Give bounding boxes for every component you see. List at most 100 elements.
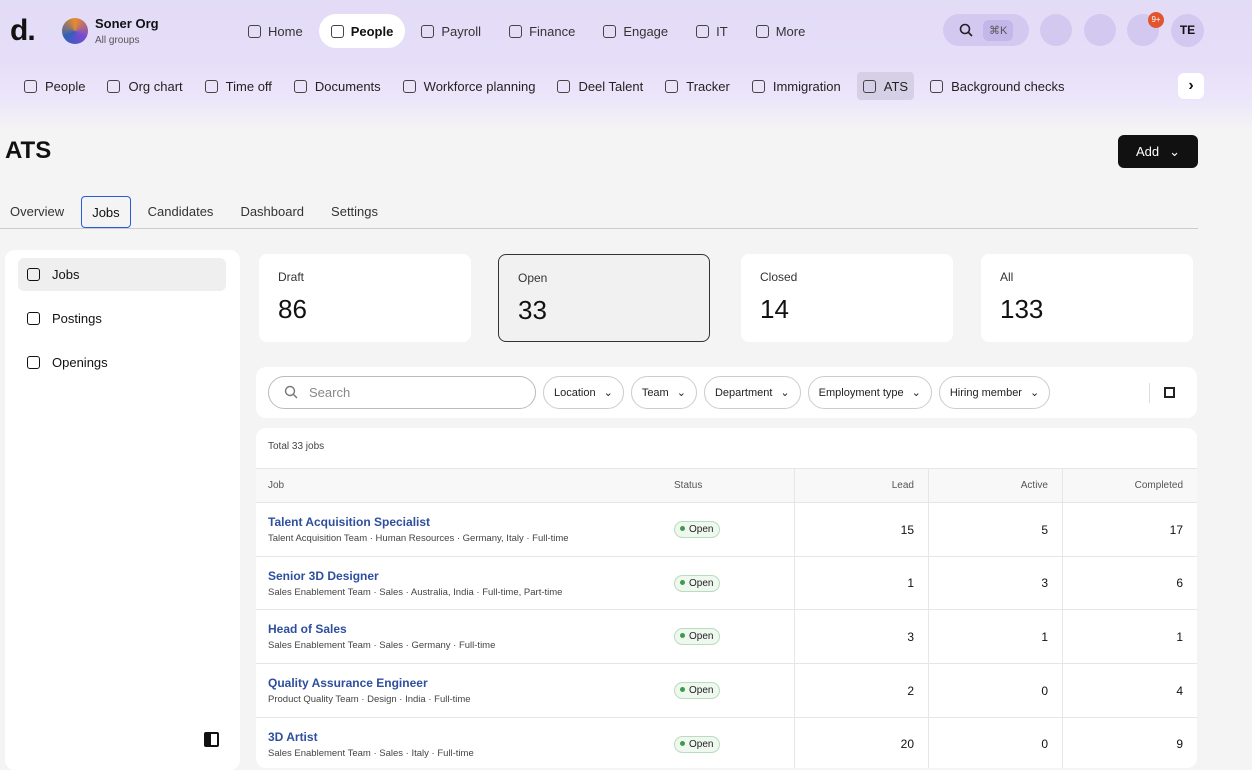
sidebar-label: Openings	[52, 355, 108, 370]
main-nav: Home People Payroll Finance Engage IT More	[236, 14, 817, 48]
column-header[interactable]: Lead	[794, 469, 928, 502]
tabs: Overview Jobs Candidates Dashboard Settings	[0, 196, 1198, 229]
collapse-button[interactable]	[204, 732, 219, 747]
tab[interactable]: Settings	[331, 204, 379, 219]
active-cell: 3	[928, 556, 1062, 610]
sidebar-item[interactable]: Jobs	[18, 258, 226, 291]
icon	[862, 79, 876, 93]
icon	[603, 24, 617, 38]
fullscreen-button[interactable]	[1164, 387, 1175, 398]
column-header[interactable]: Active	[928, 469, 1062, 502]
search-button[interactable]: ⌘K	[943, 14, 1029, 46]
icon	[421, 24, 435, 38]
table-row[interactable]: Talent Acquisition Specialist Talent Acqu…	[256, 502, 1197, 556]
table-header: Job Status Lead Active Completed	[256, 468, 1197, 502]
table-row[interactable]: Quality Assurance Engineer Product Qualit…	[256, 663, 1197, 718]
lead-cell: 15	[794, 503, 928, 556]
filter-button[interactable]: Department ⌄	[703, 376, 801, 409]
table-row[interactable]: 3D Artist Sales Enablement Team · Sales ·…	[256, 716, 1197, 768]
lead-cell: 3	[794, 610, 928, 664]
lead-count: 1	[907, 576, 914, 591]
stat-card[interactable]: Closed 14	[741, 254, 953, 342]
nav-item[interactable]: More	[744, 14, 818, 48]
job-title[interactable]: Senior 3D Designer	[268, 568, 379, 583]
nav-item[interactable]: Payroll	[409, 14, 493, 48]
table-row[interactable]: Senior 3D Designer Sales Enablement Team …	[256, 555, 1197, 610]
job-title[interactable]: 3D Artist	[268, 729, 318, 744]
subnav-item[interactable]: Workforce planning	[397, 72, 542, 100]
settings-button[interactable]	[1040, 14, 1072, 46]
stat-card[interactable]: Open 33	[498, 254, 710, 342]
stat-label: All	[1000, 270, 1014, 284]
divider	[1149, 383, 1150, 403]
search-icon	[959, 23, 973, 37]
subnav-item[interactable]: People	[18, 72, 91, 100]
tab[interactable]: Dashboard	[240, 204, 305, 219]
sidebar-item[interactable]: Postings	[18, 302, 226, 335]
scroll-right[interactable]: ›	[1178, 73, 1204, 99]
subnav-label: Org chart	[128, 78, 183, 94]
subnav-label: Background checks	[951, 78, 1065, 94]
icon	[696, 24, 710, 38]
subnav-item[interactable]: Documents	[288, 72, 387, 100]
subnav-item[interactable]: Immigration	[746, 72, 847, 100]
nav-item[interactable]: Home	[236, 14, 315, 48]
org-icon[interactable]	[62, 18, 88, 44]
job-title[interactable]: Head of Sales	[268, 622, 347, 637]
add-label: Add	[1135, 144, 1160, 159]
subnav-item[interactable]: Org chart	[101, 72, 188, 100]
subnav-item[interactable]: ATS	[856, 72, 915, 100]
nav-item[interactable]: Finance	[497, 14, 587, 48]
add-button[interactable]: Add ⌄	[1118, 135, 1198, 168]
job-cell: Head of Sales Sales Enablement Team · Sal…	[256, 610, 660, 663]
subnav-label: Workforce planning	[423, 78, 536, 94]
filter-button[interactable]: Location ⌄	[543, 376, 624, 409]
column-header[interactable]: Status	[674, 480, 703, 491]
job-title[interactable]: Talent Acquisition Specialist	[268, 515, 431, 529]
tab[interactable]: Jobs	[81, 196, 131, 228]
completed-count: 1	[1176, 629, 1183, 644]
nav-label: People	[350, 23, 394, 39]
active-cell: 5	[928, 503, 1062, 556]
org-name[interactable]: Soner Org	[95, 16, 159, 31]
filter-buttons: Location ⌄ Team ⌄ Department ⌄ Employment type…	[543, 376, 1051, 409]
stat-card[interactable]: All 133	[981, 254, 1193, 342]
help-button[interactable]	[1084, 14, 1116, 46]
completed-count: 9	[1176, 737, 1183, 752]
filter-button[interactable]: Team ⌄	[630, 376, 697, 409]
logo[interactable]: d.	[10, 14, 36, 47]
stat-card[interactable]: Draft 86	[259, 254, 471, 342]
column-header[interactable]: Job	[268, 480, 285, 491]
icon	[293, 79, 307, 93]
stat-value: 33	[518, 295, 547, 325]
stat-value: 133	[1000, 294, 1044, 324]
subnav-item[interactable]: Deel Talent	[551, 72, 649, 100]
completed-count: 4	[1176, 683, 1183, 698]
column-header[interactable]: Completed	[1062, 469, 1197, 502]
lead-count: 2	[907, 683, 914, 698]
subnav-item[interactable]: Tracker	[659, 72, 736, 100]
table-row[interactable]: Head of Sales Sales Enablement Team · Sal…	[256, 609, 1197, 664]
avatar[interactable]: TE	[1171, 14, 1204, 47]
job-title[interactable]: Quality Assurance Engineer	[268, 676, 428, 691]
status-cell: Open	[660, 718, 794, 768]
tab[interactable]: Overview	[10, 204, 65, 219]
status-pill: Open	[674, 628, 721, 646]
status-cell: Open	[660, 610, 794, 663]
tab[interactable]: Candidates	[147, 204, 214, 219]
nav-item[interactable]: Engage	[591, 14, 680, 48]
job-meta: Sales Enablement Team · Sales · Italy · …	[268, 747, 474, 759]
search-input[interactable]: Search	[268, 376, 536, 409]
nav-item[interactable]: People	[318, 14, 406, 48]
subnav-item[interactable]: Background checks	[924, 72, 1070, 100]
nav-item[interactable]: IT	[684, 14, 740, 48]
chevron: ⌄	[780, 387, 790, 399]
subnav-item[interactable]: Time off	[199, 72, 278, 100]
sidebar-item[interactable]: Openings	[18, 346, 226, 379]
filter-button[interactable]: Hiring member ⌄	[938, 376, 1051, 409]
status-pill: Open	[674, 521, 721, 538]
filter-button[interactable]: Employment type ⌄	[807, 376, 932, 409]
lead-count: 15	[900, 522, 914, 537]
stat-label: Open	[518, 271, 548, 285]
